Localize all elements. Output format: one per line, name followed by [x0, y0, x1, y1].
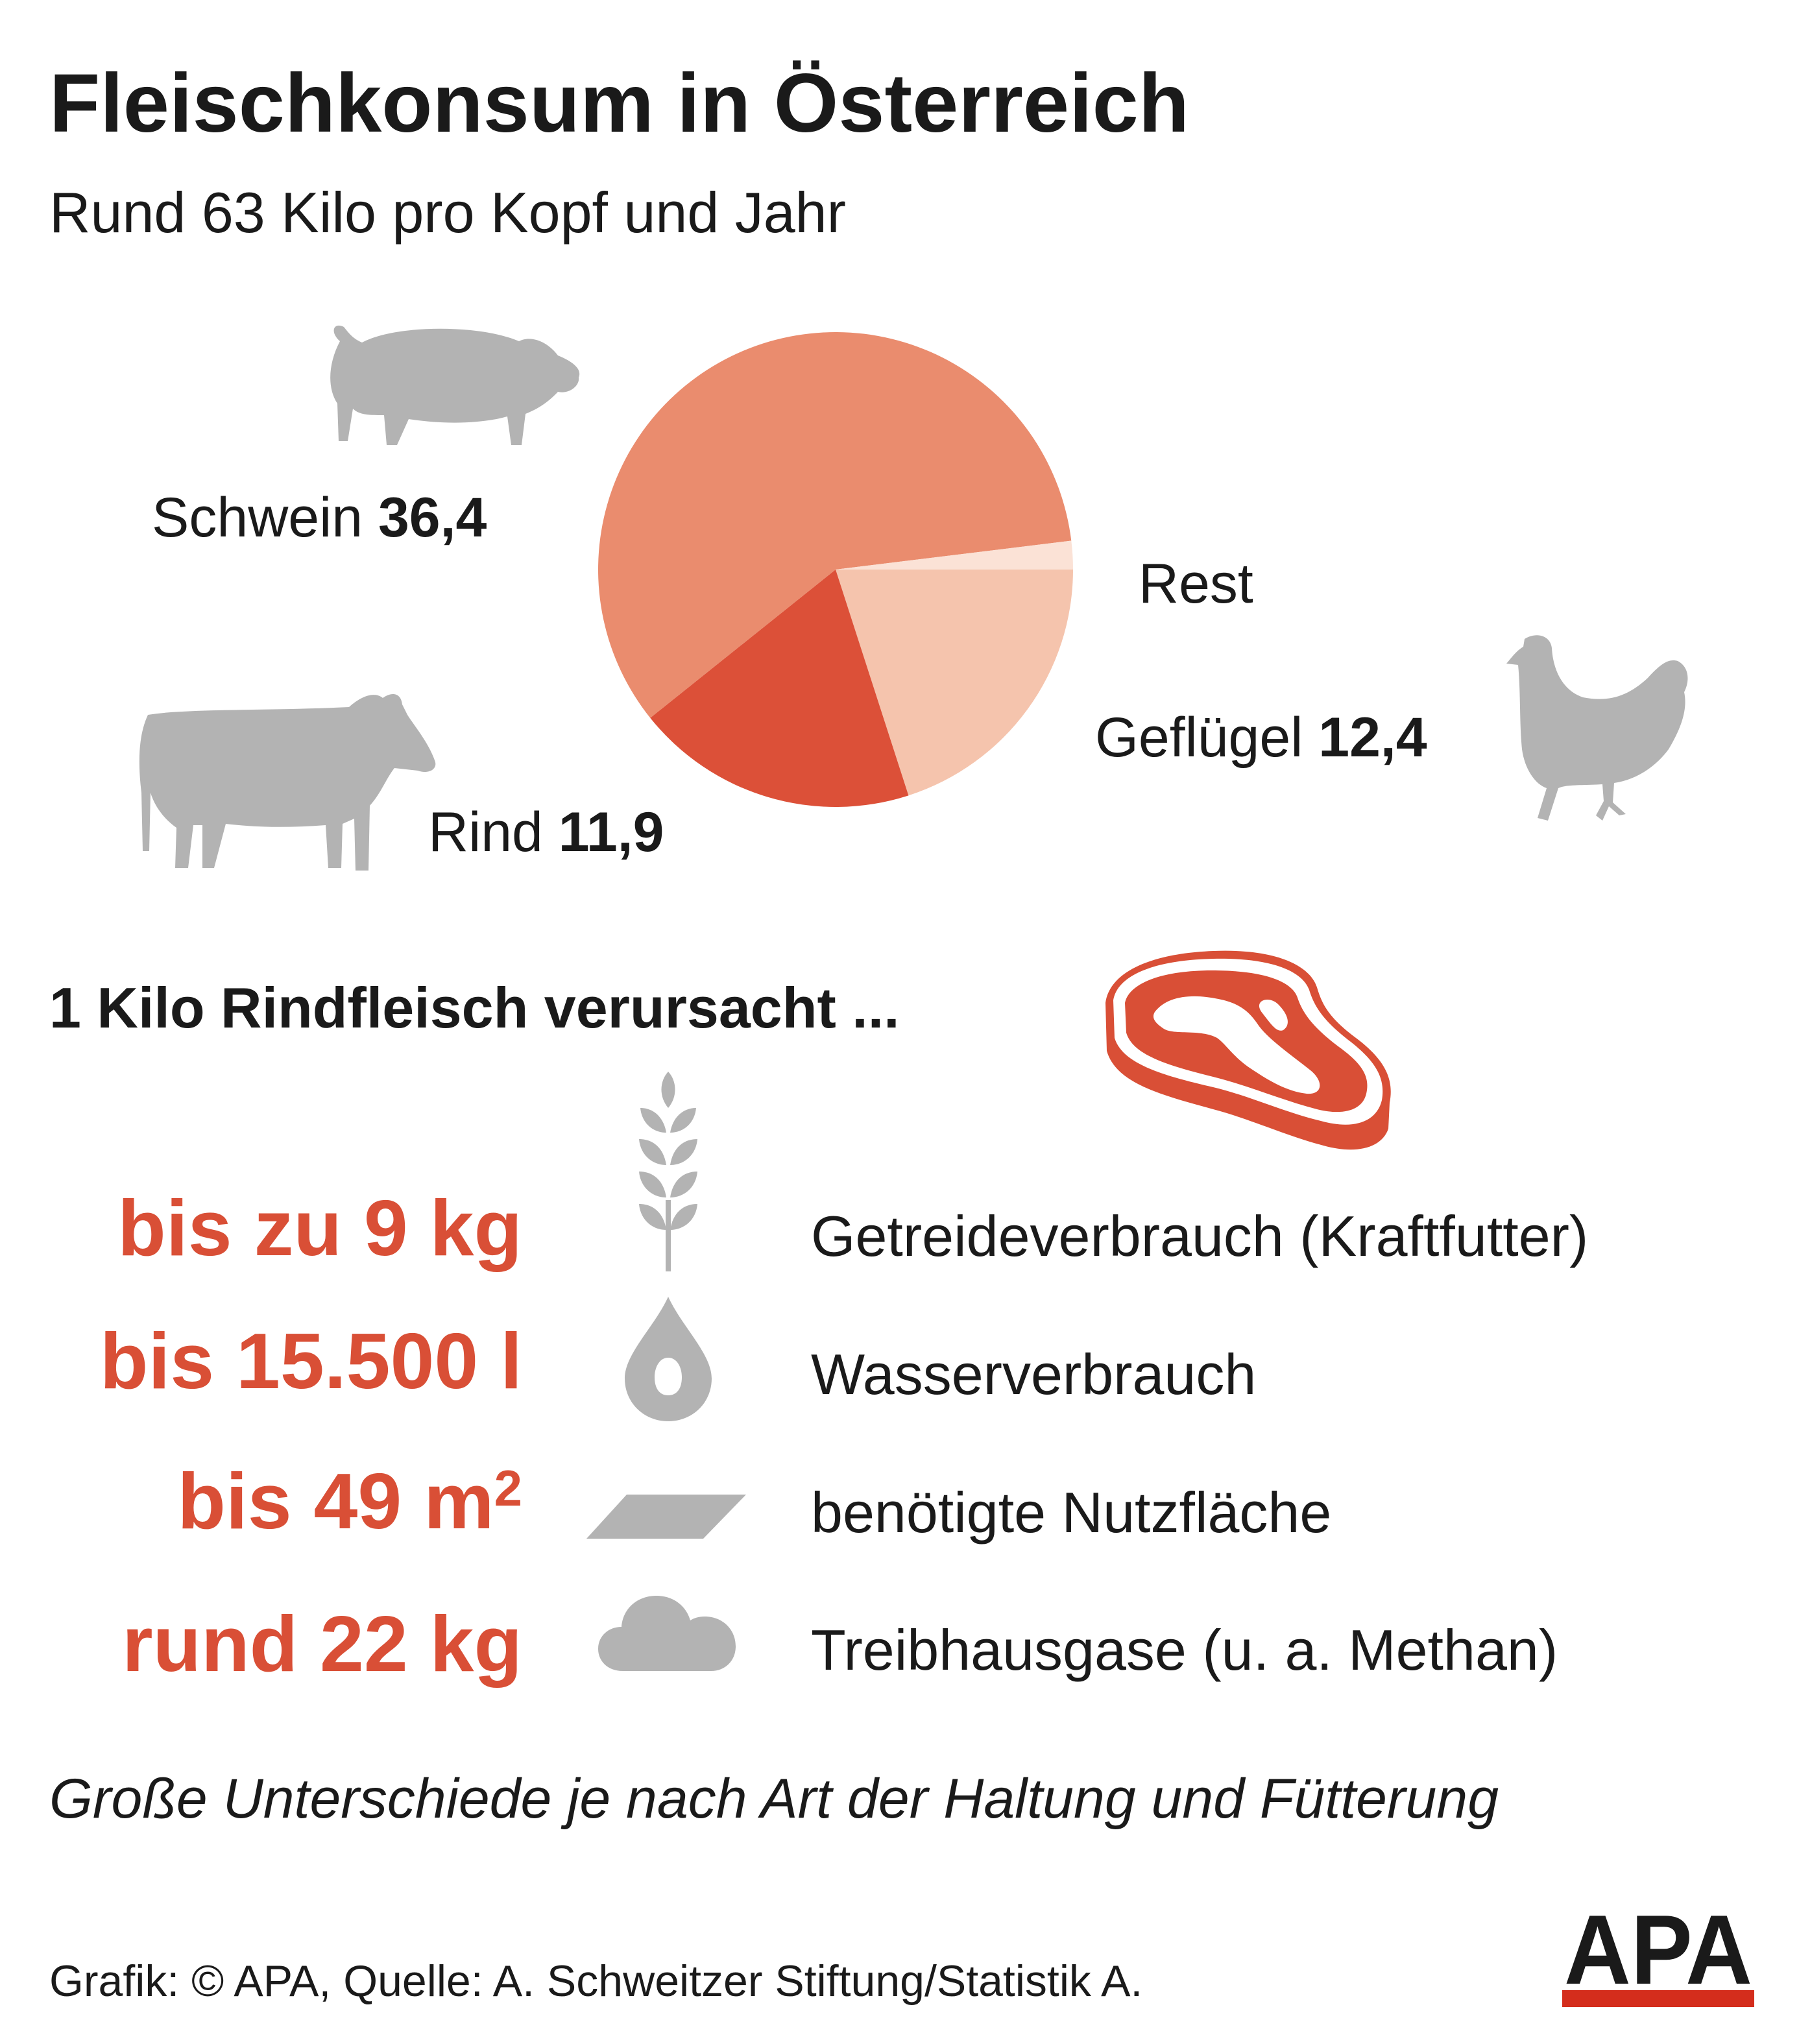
cloud-icon	[598, 1596, 736, 1671]
slice-name-gefluegel: Geflügel	[1095, 706, 1303, 769]
impact-value-ghg: rund 22 kg	[122, 1600, 522, 1688]
slice-value-schwein: 36,4	[378, 487, 487, 549]
slice-name-rest: Rest	[1139, 553, 1253, 615]
wheat-icon	[639, 1072, 697, 1271]
impact-desc-water: Wasserverbrauch	[811, 1342, 1257, 1406]
area-icon	[586, 1495, 746, 1539]
impact-value-area: bis 49 m2	[177, 1461, 522, 1541]
impact-value-water: bis 15.500 l	[99, 1317, 522, 1405]
apa-logo-text: APA	[1564, 1906, 1752, 2005]
impact-desc-area: benötigte Nutzfläche	[811, 1480, 1332, 1545]
slice-name-rind: Rind	[428, 801, 543, 863]
apa-logo-bar	[1562, 1990, 1754, 2007]
pie-label-schwein: Schwein 36,4	[152, 490, 487, 546]
page-subtitle: Rund 63 Kilo pro Kopf und Jahr	[49, 180, 846, 245]
chicken-icon	[1506, 635, 1688, 821]
impact-value-area-sup: 2	[494, 1459, 522, 1517]
pie-slice-rind	[650, 570, 909, 807]
impact-value-grain: bis zu 9 kg	[117, 1184, 522, 1272]
steak-icon	[1105, 950, 1391, 1150]
pie-label-gefluegel: Geflügel 12,4	[1095, 710, 1427, 765]
source-credit: Grafik: © APA, Quelle: A. Schweitzer Sti…	[49, 1956, 1143, 2006]
beef-heading: 1 Kilo Rindfleisch verursacht ...	[49, 976, 900, 1040]
footnote: Große Unterschiede je nach Art der Haltu…	[49, 1768, 1499, 1830]
impact-desc-grain: Getreideverbrauch (Kraftfutter)	[811, 1204, 1589, 1268]
impact-value-area-number: bis 49 m	[177, 1457, 494, 1545]
pie-slice-geflgel	[836, 570, 1073, 796]
pie-slice-schwein	[598, 332, 1072, 718]
slice-name-schwein: Schwein	[152, 487, 363, 549]
impact-desc-ghg: Treibhausgase (u. a. Methan)	[811, 1618, 1558, 1682]
apa-logo: APA	[1562, 1906, 1754, 2007]
pie-slice-rest	[836, 540, 1073, 570]
water-drop-icon	[625, 1297, 712, 1421]
cow-icon	[139, 694, 436, 871]
pie-label-rest: Rest	[1139, 556, 1253, 612]
pig-icon	[330, 325, 580, 445]
slice-value-rind: 11,9	[558, 801, 664, 863]
pie-chart	[598, 332, 1073, 807]
slice-value-gefluegel: 12,4	[1318, 706, 1427, 769]
page-title: Fleischkonsum in Österreich	[49, 57, 1189, 150]
pie-label-rind: Rind 11,9	[428, 804, 664, 860]
